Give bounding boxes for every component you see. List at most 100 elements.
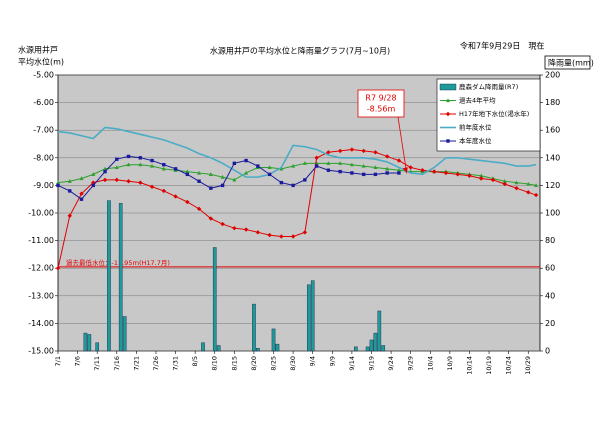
y2-tick-label: 100	[545, 209, 560, 218]
bar	[310, 280, 315, 352]
marker	[373, 165, 378, 170]
marker	[79, 191, 84, 196]
marker	[209, 186, 213, 190]
marker	[208, 172, 213, 176]
marker	[396, 168, 401, 172]
marker	[220, 174, 225, 179]
marker	[67, 179, 72, 183]
marker	[408, 165, 413, 170]
marker	[185, 199, 190, 205]
marker	[244, 170, 249, 175]
x-tick-label: 10/4	[426, 356, 434, 371]
marker	[232, 161, 237, 166]
y-tick-label: -11.00	[28, 236, 54, 245]
marker	[291, 183, 295, 188]
callout-arrow	[397, 116, 408, 174]
y-tick-label: -13.00	[28, 291, 54, 300]
marker	[232, 177, 237, 182]
y-tick-label: -7.00	[33, 126, 54, 135]
x-tick-label: 10/19	[485, 356, 493, 375]
marker	[314, 164, 319, 168]
callout-box	[357, 89, 405, 118]
bar	[216, 345, 221, 352]
y-tick-label: -12.00	[28, 264, 54, 273]
marker	[55, 266, 61, 271]
marker	[102, 177, 108, 183]
x-tick-label: 9/24	[387, 356, 395, 371]
x-tick-label: 7/31	[172, 356, 180, 371]
bar	[373, 332, 378, 352]
marker	[267, 172, 272, 177]
marker	[197, 170, 202, 175]
legend-box	[436, 78, 541, 152]
marker	[279, 166, 284, 171]
marker	[68, 189, 72, 193]
marker	[138, 180, 143, 185]
y-tick-label: -6.00	[33, 98, 54, 107]
y2-axis-label: 降雨量(mm)	[548, 58, 594, 68]
callout-text: R7 9/28	[365, 94, 396, 103]
bar	[122, 316, 127, 352]
x-tick-label: 7/1	[54, 356, 62, 366]
marker	[162, 163, 166, 167]
marker	[103, 169, 107, 174]
x-tick-label: 9/4	[309, 356, 317, 366]
bar	[354, 346, 358, 352]
marker	[232, 225, 237, 231]
x-tick-label: 8/5	[191, 356, 199, 366]
y-axis-label: 水源用井戸	[18, 45, 58, 55]
date-note: 令和7年9月29日 現在	[460, 41, 544, 51]
marker	[373, 172, 378, 177]
marker	[67, 213, 72, 218]
marker	[326, 161, 331, 165]
legend-swatch	[439, 83, 457, 91]
x-tick-label: 8/10	[211, 356, 219, 371]
marker	[208, 216, 214, 221]
x-tick-label: 7/21	[132, 356, 140, 371]
line	[57, 162, 537, 186]
marker	[349, 162, 354, 167]
x-tick-label: 8/15	[230, 356, 238, 371]
x-tick-label: 9/19	[367, 356, 375, 371]
bar	[107, 200, 111, 352]
bar	[271, 328, 276, 352]
marker	[56, 180, 60, 185]
legend-label: 鹿森ダム降雨量(R7)	[459, 82, 518, 91]
chart-title: 水源用井戸の平均水位と降雨量グラフ(7月~10月)	[210, 46, 390, 56]
callout-text: -8.56m	[367, 105, 396, 114]
marker	[115, 157, 119, 161]
marker	[479, 173, 484, 178]
legend-marker	[446, 98, 450, 103]
marker	[467, 173, 472, 178]
marker	[79, 176, 84, 181]
y2-tick-label: 140	[545, 153, 560, 162]
marker	[114, 177, 119, 183]
bar	[201, 342, 205, 352]
x-tick-label: 7/11	[93, 356, 101, 371]
marker	[443, 170, 449, 176]
marker	[326, 150, 331, 155]
marker	[397, 171, 401, 175]
x-tick-label: 9/14	[348, 356, 356, 371]
marker	[384, 154, 390, 159]
x-tick-label: 7/26	[152, 356, 160, 371]
marker	[291, 163, 296, 168]
marker	[526, 190, 531, 195]
y2-tick-label: 40	[545, 291, 555, 300]
marker	[502, 181, 507, 187]
marker	[534, 183, 539, 187]
x-tick-label: 10/9	[446, 356, 454, 371]
y2-tick-label: 120	[545, 181, 560, 190]
x-tick-label: 7/6	[74, 356, 82, 366]
marker	[338, 161, 343, 165]
x-tick-label: 9/9	[328, 356, 336, 366]
marker	[126, 162, 131, 167]
marker	[173, 167, 178, 171]
marker	[302, 161, 307, 165]
y2-tick-label: 180	[545, 98, 560, 107]
min-level-label: 過去最低水位：-11.95ｍ(H17.7月)	[66, 258, 170, 267]
marker	[385, 166, 390, 171]
marker	[173, 194, 178, 199]
